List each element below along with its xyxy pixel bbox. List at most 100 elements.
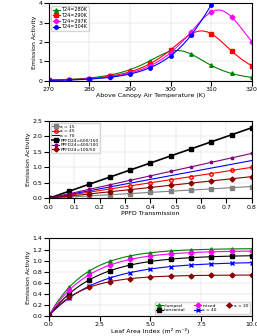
horizontal xyxy=(61,297,65,301)
a = 70 xyxy=(212,166,215,170)
Line: a = 20: a = 20 xyxy=(47,273,254,318)
T24=304K xyxy=(181,43,184,47)
a = 15 xyxy=(230,186,233,190)
Line: PPFD24=400/100: PPFD24=400/100 xyxy=(47,152,254,200)
a = 45 xyxy=(47,196,50,200)
clumped xyxy=(61,292,65,296)
PPFD24=400/100 xyxy=(47,196,50,200)
T24=304K xyxy=(108,75,111,79)
PPFD24=600/150 xyxy=(250,126,253,130)
T24=297K xyxy=(112,74,115,78)
a = 15 xyxy=(174,189,177,193)
Line: T24=304K: T24=304K xyxy=(47,0,254,82)
T24=290K xyxy=(112,74,115,78)
T24=304K xyxy=(194,28,197,32)
PPFD24=600/150 xyxy=(159,158,162,162)
a = 70 xyxy=(250,159,253,163)
X-axis label: Above Canopy Air Temperature (K): Above Canopy Air Temperature (K) xyxy=(96,93,205,98)
T24=290K xyxy=(108,74,111,78)
a = 40 xyxy=(189,263,192,267)
a = 15 xyxy=(47,196,50,200)
T24=304K xyxy=(92,77,95,81)
T24=280K xyxy=(185,50,188,54)
PPFD24=600/150 xyxy=(197,144,200,148)
horizontal xyxy=(47,314,50,318)
Line: clumped: clumped xyxy=(47,247,254,318)
T24=290K xyxy=(92,76,95,80)
Line: T24=280K: T24=280K xyxy=(47,49,254,82)
T24=297K xyxy=(108,75,111,79)
mixed xyxy=(47,314,50,318)
a = 70 xyxy=(222,164,225,168)
a = 70 xyxy=(174,173,177,177)
a = 70 xyxy=(197,168,200,172)
a = 20 xyxy=(47,314,50,318)
a = 20 xyxy=(61,300,65,304)
a = 20 xyxy=(250,273,253,277)
PPFD24=400/100 xyxy=(174,168,177,172)
a = 45 xyxy=(250,165,253,169)
Y-axis label: Emission Activity: Emission Activity xyxy=(32,15,37,69)
a = 20 xyxy=(98,282,101,286)
Y-axis label: Emission Activity: Emission Activity xyxy=(26,133,31,186)
a = 45 xyxy=(230,168,233,172)
a = 45 xyxy=(159,179,162,183)
T24=280K xyxy=(177,48,180,52)
X-axis label: Leaf Area Index (m² m⁻²): Leaf Area Index (m² m⁻²) xyxy=(111,329,189,334)
T24=290K xyxy=(47,78,50,82)
a = 70 xyxy=(230,162,233,166)
mixed xyxy=(141,255,144,259)
a = 15 xyxy=(197,187,200,192)
T24=297K xyxy=(246,35,249,39)
clumped xyxy=(189,248,192,252)
PPFD24=100/50 xyxy=(230,177,233,181)
T24=290K xyxy=(246,61,249,66)
PPFD24=100/50 xyxy=(47,196,50,200)
horizontal xyxy=(250,254,253,258)
a = 40 xyxy=(47,314,50,318)
T24=297K xyxy=(181,39,184,43)
PPFD24=400/100 xyxy=(159,172,162,176)
PPFD24=100/50 xyxy=(174,183,177,187)
a = 40 xyxy=(199,262,203,266)
mixed xyxy=(98,267,101,271)
T24=280K xyxy=(112,72,115,76)
Line: T24=290K: T24=290K xyxy=(47,29,254,82)
T24=290K xyxy=(250,64,253,68)
Line: PPFD24=600/150: PPFD24=600/150 xyxy=(47,126,254,200)
T24=297K xyxy=(194,25,197,29)
PPFD24=400/100 xyxy=(197,163,200,167)
PPFD24=400/100 xyxy=(212,160,215,164)
T24=297K xyxy=(218,8,221,12)
mixed xyxy=(199,250,203,254)
a = 20 xyxy=(199,274,203,278)
T24=280K xyxy=(246,75,249,79)
a = 45 xyxy=(212,171,215,175)
a = 70 xyxy=(47,196,50,200)
a = 40 xyxy=(141,268,144,272)
PPFD24=100/50 xyxy=(197,180,200,184)
a = 15 xyxy=(222,186,225,190)
Legend: a = 15, a = 45, a = 70, PPFD24=600/150, PPFD24=400/100, PPFD24=100/50: a = 15, a = 45, a = 70, PPFD24=600/150, … xyxy=(51,123,100,153)
horizontal xyxy=(199,255,203,259)
PPFD24=600/150 xyxy=(222,135,225,139)
Line: a = 45: a = 45 xyxy=(47,166,254,200)
T24=297K xyxy=(250,40,253,44)
a = 20 xyxy=(169,274,172,278)
Line: PPFD24=100/50: PPFD24=100/50 xyxy=(47,175,254,200)
mixed xyxy=(189,251,192,255)
mixed xyxy=(250,249,253,253)
Legend: clumped, horizontal, mixed, a = 40, a = 20: clumped, horizontal, mixed, a = 40, a = … xyxy=(154,302,250,313)
PPFD24=600/150 xyxy=(174,152,177,156)
Line: a = 15: a = 15 xyxy=(47,185,254,200)
a = 15 xyxy=(159,190,162,194)
T24=280K xyxy=(250,75,253,79)
mixed xyxy=(61,295,65,299)
horizontal xyxy=(169,257,172,261)
Line: a = 40: a = 40 xyxy=(47,261,254,318)
Line: a = 70: a = 70 xyxy=(49,161,252,198)
Line: mixed: mixed xyxy=(47,249,254,318)
clumped xyxy=(47,314,50,318)
clumped xyxy=(141,252,144,256)
T24=297K xyxy=(92,77,95,81)
